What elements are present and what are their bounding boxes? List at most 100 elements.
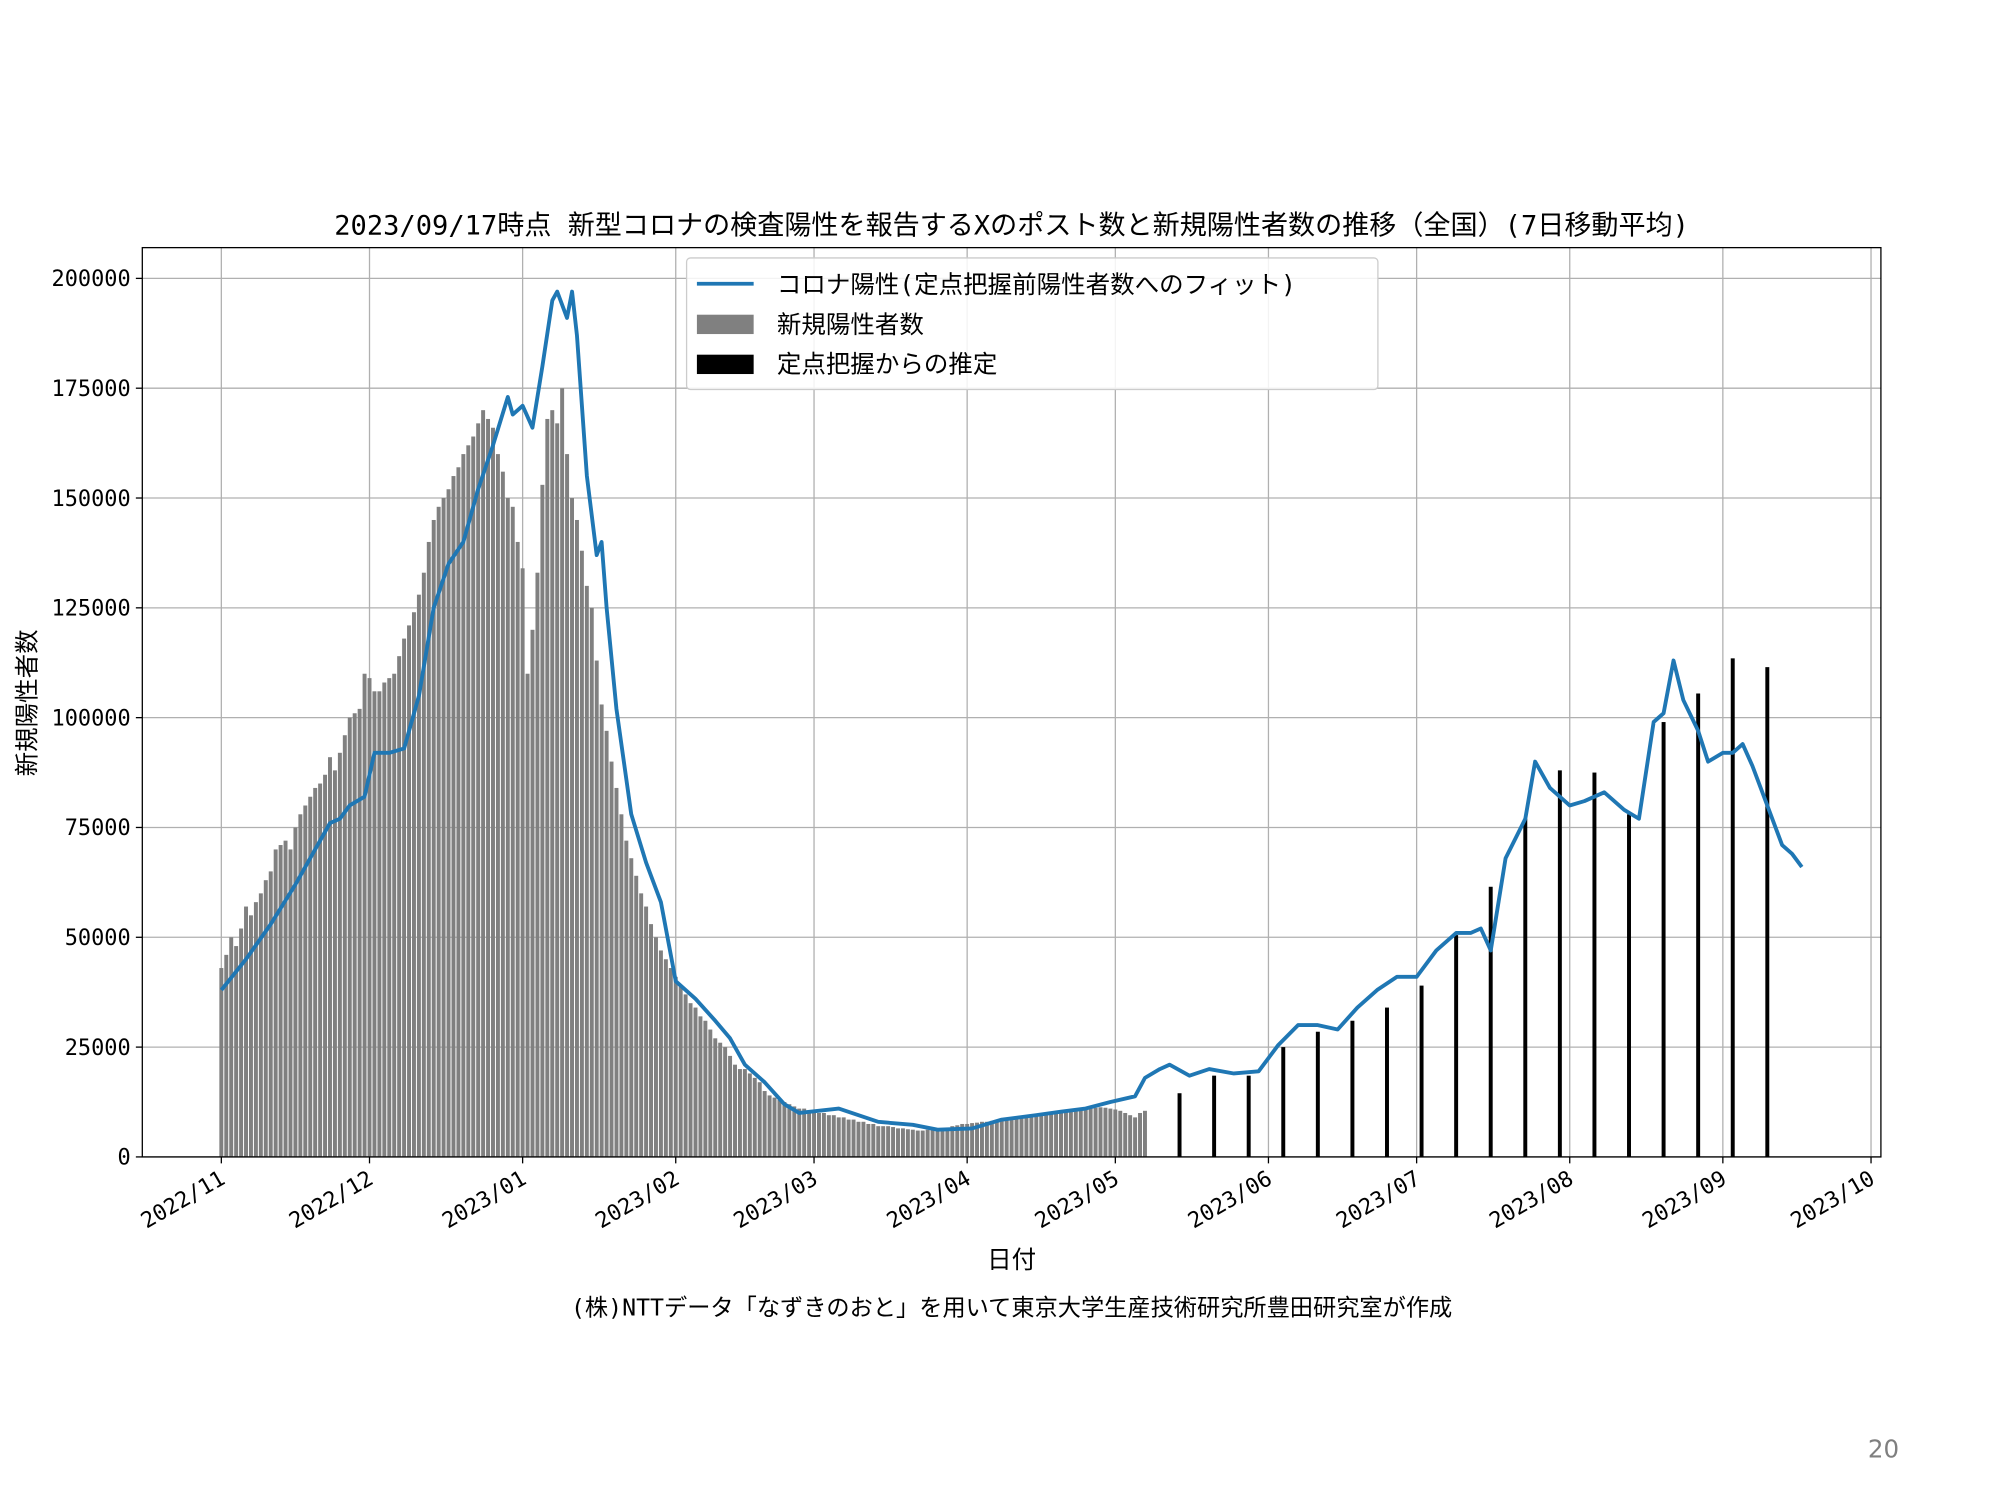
bar	[861, 1121, 866, 1157]
bar	[248, 915, 253, 1157]
bar	[979, 1121, 984, 1157]
bar	[792, 1106, 797, 1157]
legend-swatch	[696, 314, 754, 335]
bar	[920, 1130, 925, 1157]
bar	[1128, 1115, 1133, 1157]
bar	[411, 612, 416, 1157]
bar	[1098, 1107, 1103, 1157]
bar	[426, 541, 431, 1157]
axes-frame	[141, 246, 1882, 1158]
bar	[935, 1128, 940, 1157]
bar	[565, 454, 570, 1157]
bar	[337, 752, 342, 1157]
bar	[278, 845, 283, 1157]
bar	[525, 673, 530, 1157]
bar	[407, 625, 411, 1157]
bar	[328, 757, 332, 1157]
bar	[802, 1108, 807, 1157]
y-tick-label: 75000	[65, 816, 131, 841]
bar	[520, 568, 525, 1157]
bar	[698, 1016, 703, 1157]
bar	[965, 1123, 970, 1157]
bar	[767, 1095, 772, 1157]
bar	[989, 1120, 994, 1157]
bar	[1014, 1118, 1019, 1157]
chart-title: 2023/09/17時点 新型コロナの検査陽性を報告するXのポスト数と新規陽性者…	[334, 211, 1689, 242]
bar	[654, 937, 658, 1157]
bar	[505, 498, 510, 1157]
bar	[856, 1121, 861, 1157]
bar	[1730, 658, 1735, 1157]
bar	[1073, 1110, 1078, 1157]
bar	[486, 418, 491, 1157]
bar	[851, 1119, 856, 1157]
bar	[881, 1126, 886, 1157]
bar	[1078, 1110, 1083, 1157]
bar	[846, 1119, 851, 1157]
bar	[900, 1128, 905, 1157]
bar	[658, 950, 663, 1157]
bar	[634, 875, 639, 1157]
bar	[817, 1112, 821, 1157]
bar	[629, 858, 634, 1157]
bar	[273, 849, 278, 1157]
bar	[495, 454, 500, 1157]
bar	[416, 594, 421, 1157]
bar	[589, 607, 594, 1157]
bar	[1049, 1113, 1054, 1157]
bar	[1103, 1107, 1108, 1157]
bar	[451, 476, 456, 1157]
bar	[481, 410, 486, 1157]
bar	[362, 673, 367, 1157]
bar	[283, 840, 288, 1157]
bar	[367, 678, 372, 1157]
bar	[579, 550, 584, 1157]
bar	[1627, 814, 1631, 1157]
bar	[1063, 1112, 1068, 1157]
bar	[1133, 1117, 1138, 1157]
bar	[999, 1119, 1004, 1157]
bar	[915, 1130, 920, 1157]
bar	[886, 1126, 891, 1157]
bar	[619, 814, 624, 1157]
bar	[515, 541, 520, 1157]
bar	[397, 656, 402, 1157]
bar	[540, 484, 545, 1157]
bar	[1246, 1075, 1251, 1157]
bar	[639, 893, 644, 1157]
bar	[970, 1123, 975, 1157]
bar	[1034, 1116, 1039, 1157]
bar	[1350, 1020, 1355, 1157]
bar	[446, 489, 451, 1157]
bar	[668, 968, 673, 1157]
bar	[1281, 1047, 1286, 1157]
bar	[683, 994, 688, 1157]
y-tick-label: 50000	[65, 926, 131, 951]
bar	[797, 1108, 802, 1157]
bar	[244, 906, 249, 1157]
bar	[253, 902, 258, 1157]
bar	[728, 1055, 733, 1157]
y-tick-label: 100000	[52, 706, 131, 731]
bar	[1765, 667, 1770, 1157]
bar	[975, 1122, 980, 1157]
bar	[466, 445, 471, 1157]
y-tick-label: 125000	[52, 597, 131, 622]
bar	[347, 717, 352, 1157]
bar	[599, 704, 604, 1157]
caption: (株)NTTデータ「なずきのおと」を用いて東京大学生産技術研究所豊田研究室が作成	[571, 1295, 1452, 1322]
bar	[318, 783, 323, 1157]
y-tick-label: 25000	[65, 1036, 131, 1061]
bar	[649, 924, 654, 1157]
bar	[713, 1038, 718, 1157]
legend-label: 新規陽性者数	[777, 310, 924, 339]
bar	[1009, 1118, 1014, 1157]
bar	[604, 730, 609, 1157]
bar	[1093, 1107, 1098, 1157]
bar	[342, 735, 347, 1157]
bar	[737, 1069, 742, 1157]
bar	[402, 638, 407, 1157]
bar	[332, 770, 337, 1157]
bar	[1118, 1110, 1123, 1157]
